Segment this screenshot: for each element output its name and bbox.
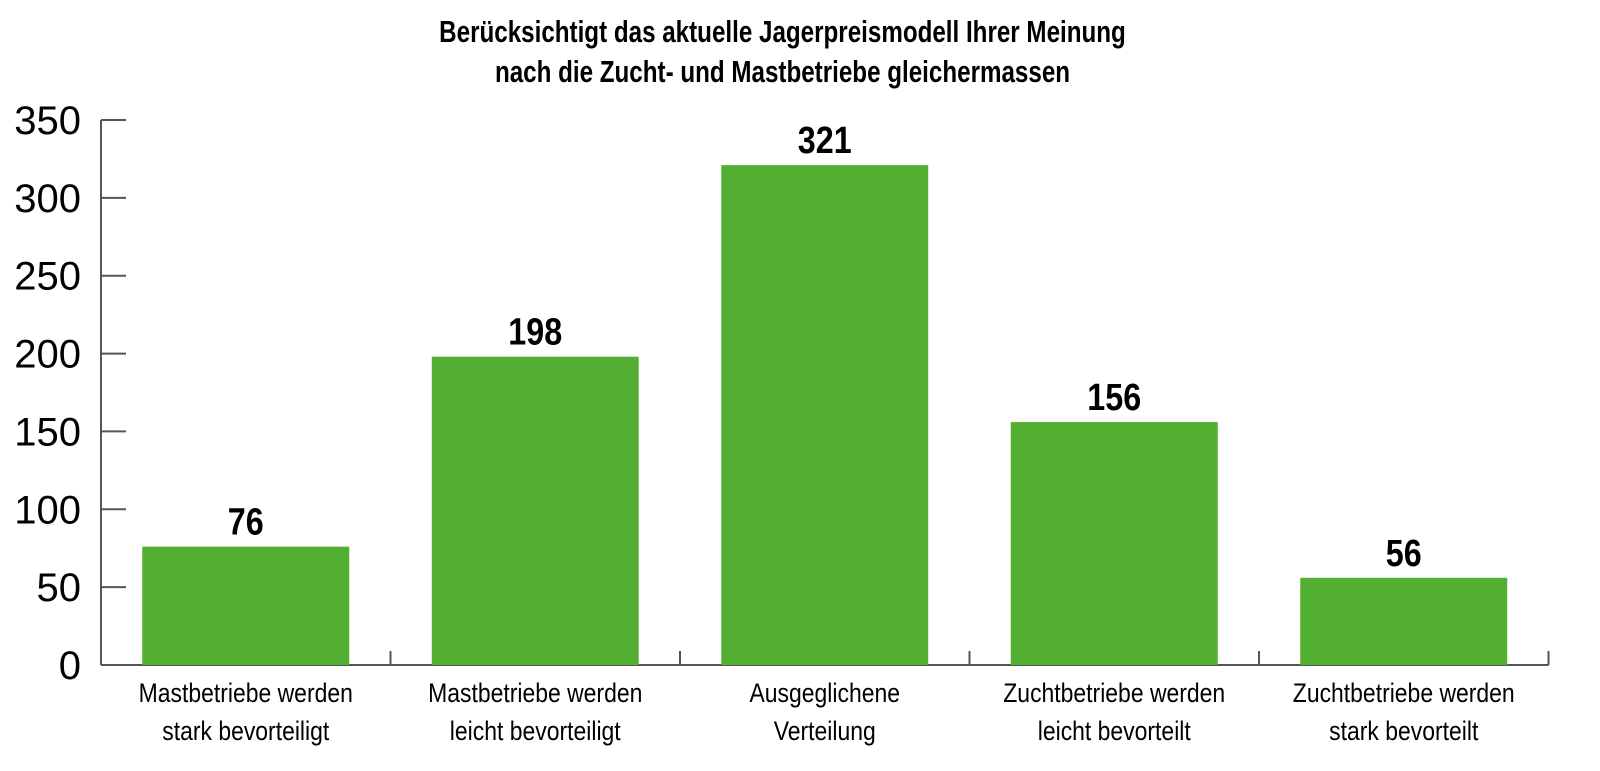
x-tick-label: leicht bevorteiligt (450, 716, 621, 746)
bar (142, 546, 350, 665)
y-tick-label: 250 (14, 255, 81, 299)
data-label: 156 (1087, 377, 1141, 419)
y-tick-label: 50 (37, 566, 82, 610)
data-label: 198 (508, 311, 562, 353)
y-tick-label: 300 (14, 177, 81, 221)
y-tick-label: 0 (59, 644, 81, 688)
chart-title: Berücksichtigt das aktuelle Jagerpreismo… (0, 12, 1565, 92)
chart-title-line-2: nach die Zucht- und Mastbetriebe gleiche… (494, 54, 1071, 89)
bar (1010, 422, 1218, 665)
x-tick-label: Mastbetriebe werden (428, 678, 642, 708)
data-label: 76 (228, 501, 264, 543)
x-tick-label: Verteilung (774, 716, 876, 746)
x-tick-label: Ausgeglichene (749, 678, 900, 708)
x-tick-label: Zuchtbetriebe werden (1293, 678, 1515, 708)
y-tick-label: 100 (14, 488, 81, 532)
x-tick-label: Mastbetriebe werden (139, 678, 353, 708)
x-tick-label: stark bevorteiligt (162, 716, 329, 746)
bar (1300, 577, 1508, 665)
bar (721, 165, 929, 665)
x-tick-label: stark bevorteilt (1329, 716, 1478, 746)
y-tick-label: 200 (14, 333, 81, 377)
y-tick-label: 150 (14, 410, 81, 454)
y-tick-label: 350 (14, 99, 81, 143)
x-tick-label: Zuchtbetriebe werden (1003, 678, 1225, 708)
data-label: 56 (1386, 532, 1422, 574)
bar (431, 356, 639, 665)
chart-title-line-1: Berücksichtigt das aktuelle Jagerpreismo… (439, 14, 1126, 49)
x-tick-label: leicht bevorteilt (1038, 716, 1191, 746)
data-label: 321 (798, 120, 852, 162)
